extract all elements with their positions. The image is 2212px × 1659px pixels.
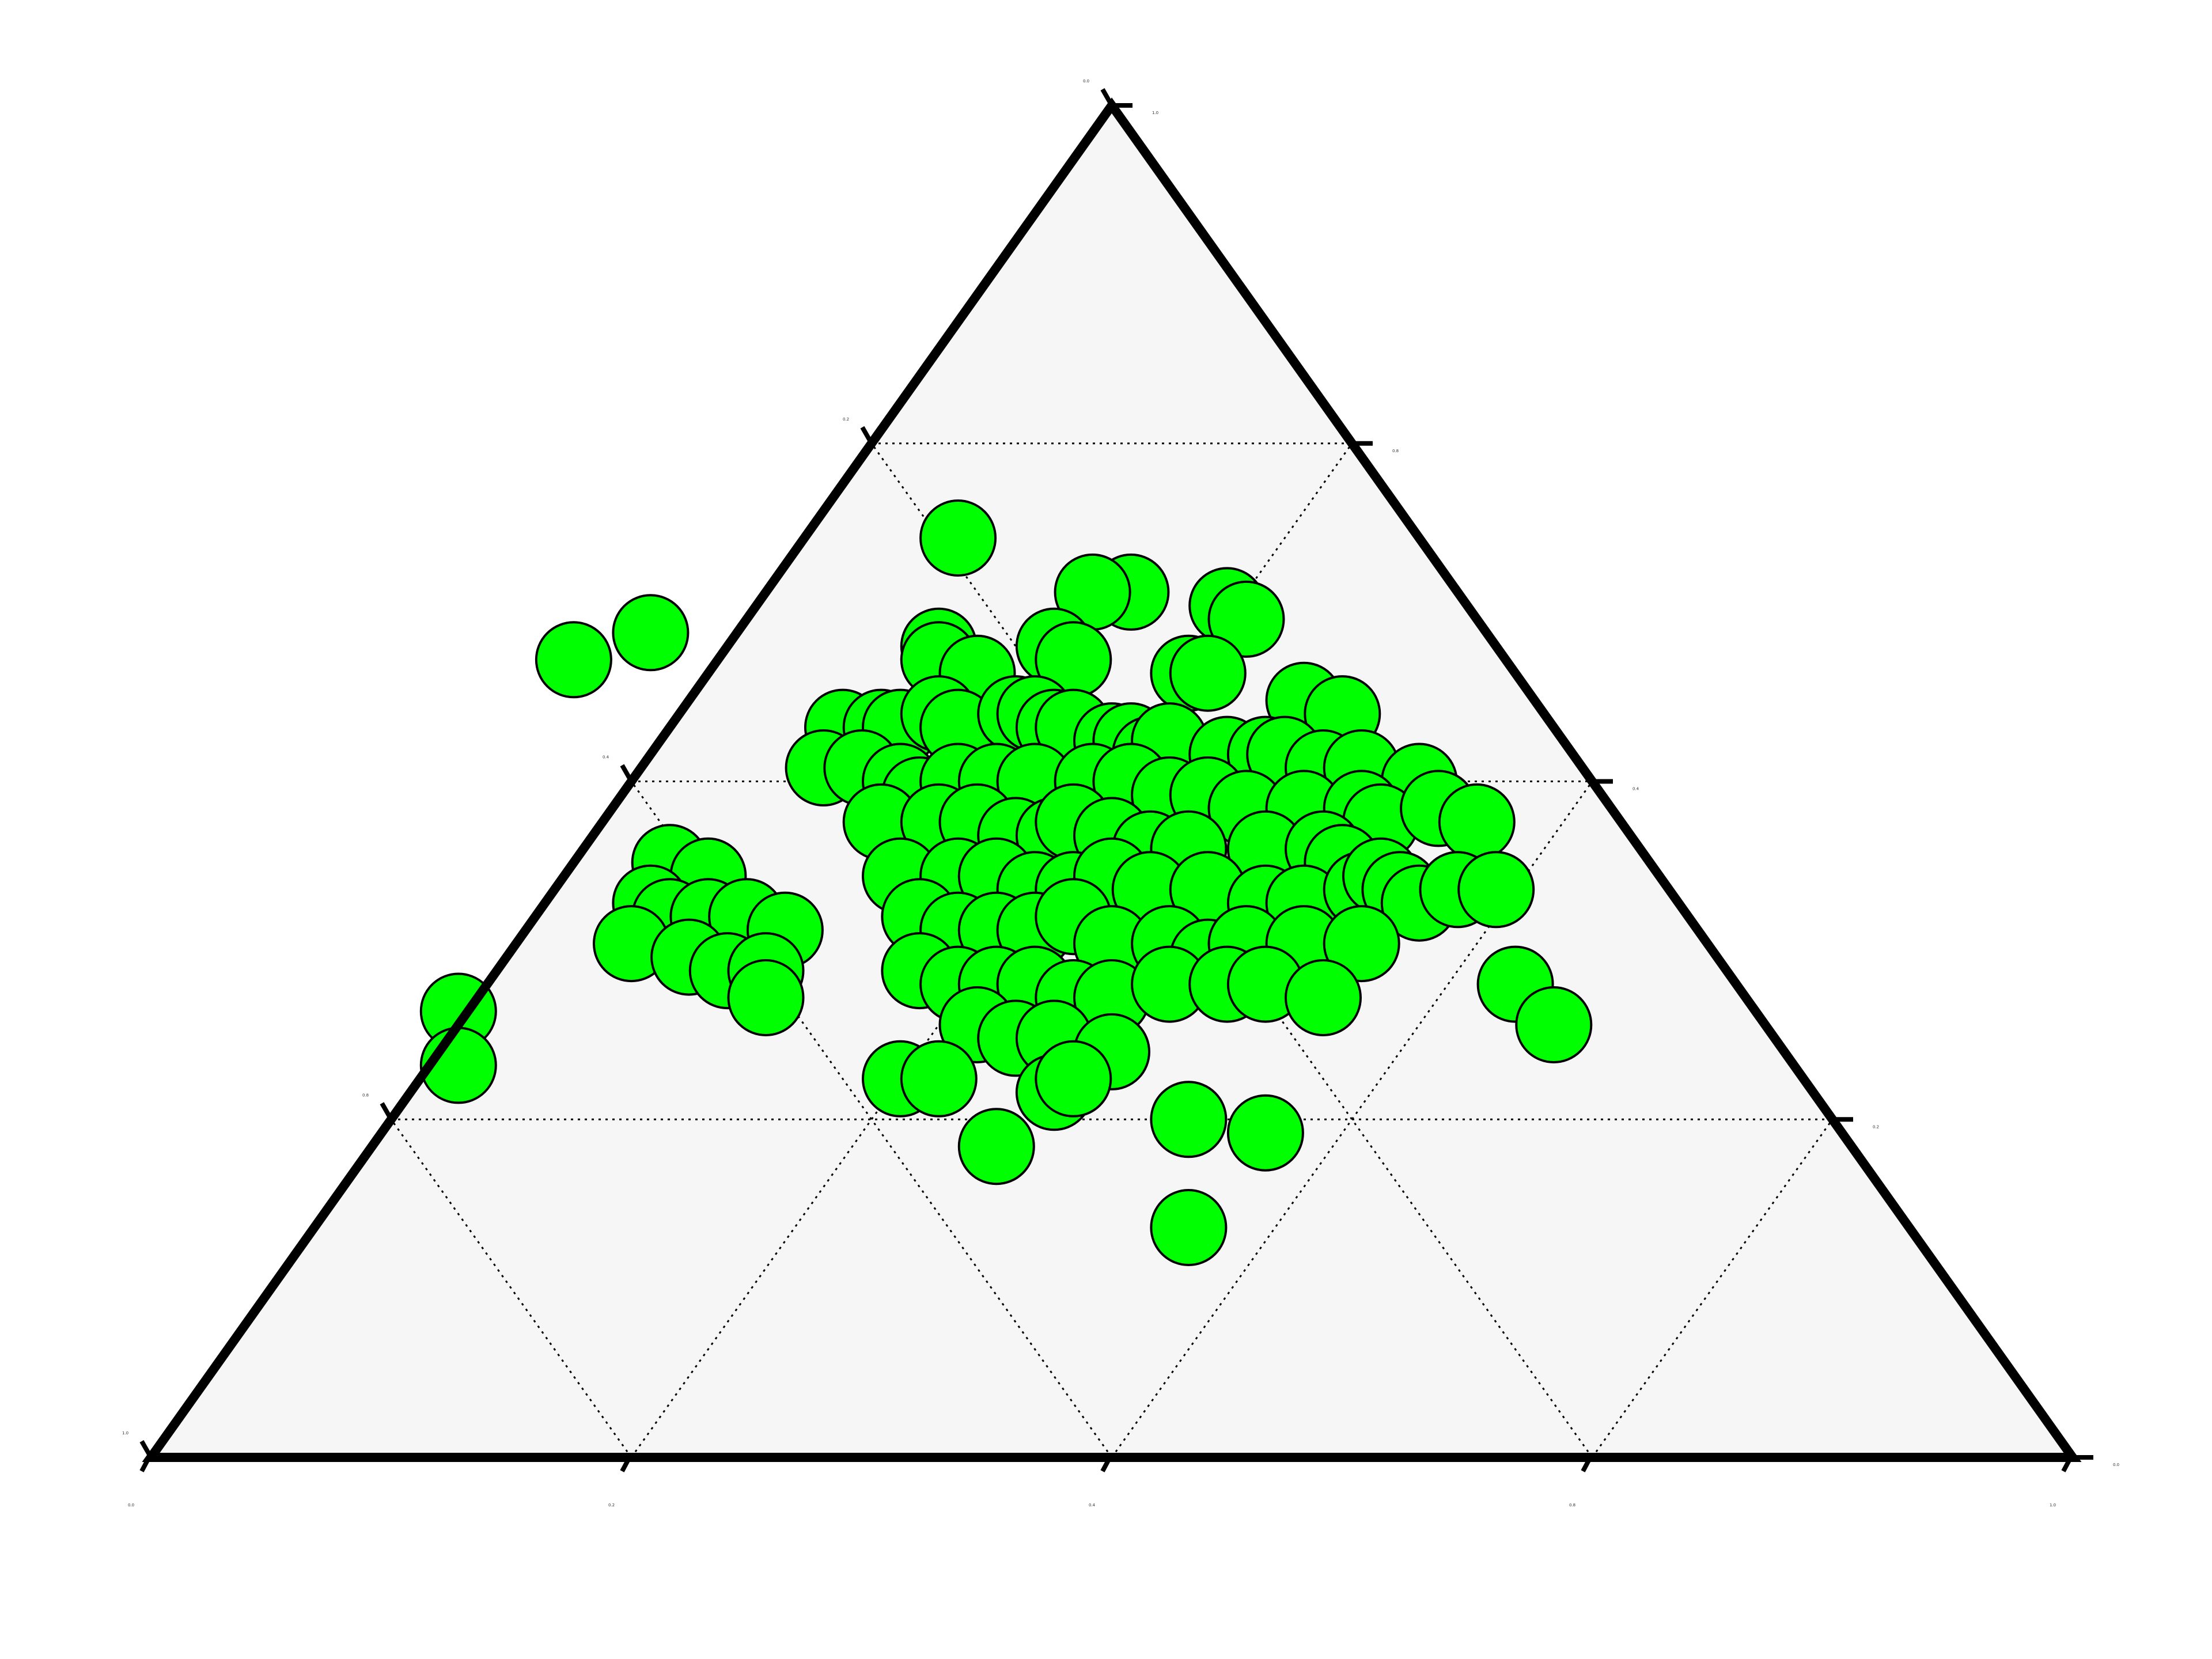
- tick-label: 0.2: [1873, 1124, 1879, 1129]
- tick-label: 1.0: [122, 1431, 128, 1435]
- tick-label: 0.0: [1083, 79, 1089, 84]
- tick-label: 1.0: [1152, 111, 1158, 115]
- data-point: [612, 594, 690, 672]
- tick-label: 0.8: [362, 1093, 369, 1097]
- data-point: [1169, 634, 1247, 712]
- tick-label: 0.2: [608, 1503, 615, 1508]
- tick-label: 0.4: [1633, 787, 1639, 791]
- tick-mark: [860, 426, 874, 445]
- data-point: [1438, 783, 1516, 861]
- tick-mark: [620, 764, 634, 783]
- data-point: [1150, 1081, 1228, 1158]
- tick-label: 0.0: [2113, 1463, 2119, 1467]
- tick-mark: [139, 1440, 153, 1459]
- tick-label: 0.2: [843, 417, 849, 422]
- data-point: [1207, 580, 1285, 658]
- tick-mark: [1100, 88, 1114, 107]
- tick-mark: [1100, 1453, 1114, 1472]
- tick-label: 0.8: [1392, 449, 1399, 453]
- tick-label: 0.8: [1569, 1503, 1575, 1508]
- tick-label: 0.4: [603, 755, 609, 760]
- tick-mark: [1581, 1453, 1594, 1472]
- data-point: [900, 1040, 978, 1118]
- data-point: [1285, 959, 1362, 1036]
- data-point: [1515, 986, 1593, 1063]
- data-point: [1035, 1040, 1112, 1118]
- tick-label: 0.4: [1089, 1503, 1096, 1508]
- tick-mark: [620, 1453, 634, 1472]
- tick-mark: [380, 1102, 393, 1121]
- data-point: [1457, 851, 1535, 929]
- axis-tick-labels: 0.0 1.0 0.0 0.2 0.8 0.2 0.4 0.4 0.4 0.8 0.2 0.8 1.0 0…: [122, 79, 2119, 1508]
- tick-mark: [2061, 1453, 2075, 1472]
- tick-label: 0.0: [128, 1503, 134, 1508]
- data-point: [919, 499, 997, 577]
- scatter-points: [419, 499, 1593, 1266]
- axis-ticks: [139, 88, 2093, 1472]
- data-point: [957, 1108, 1035, 1185]
- data-point: [1226, 1094, 1304, 1172]
- data-point: [727, 959, 805, 1036]
- data-point: [1150, 1189, 1228, 1266]
- data-point: [535, 621, 612, 699]
- tick-label: 1.0: [2050, 1503, 2056, 1508]
- data-point: [1323, 905, 1400, 983]
